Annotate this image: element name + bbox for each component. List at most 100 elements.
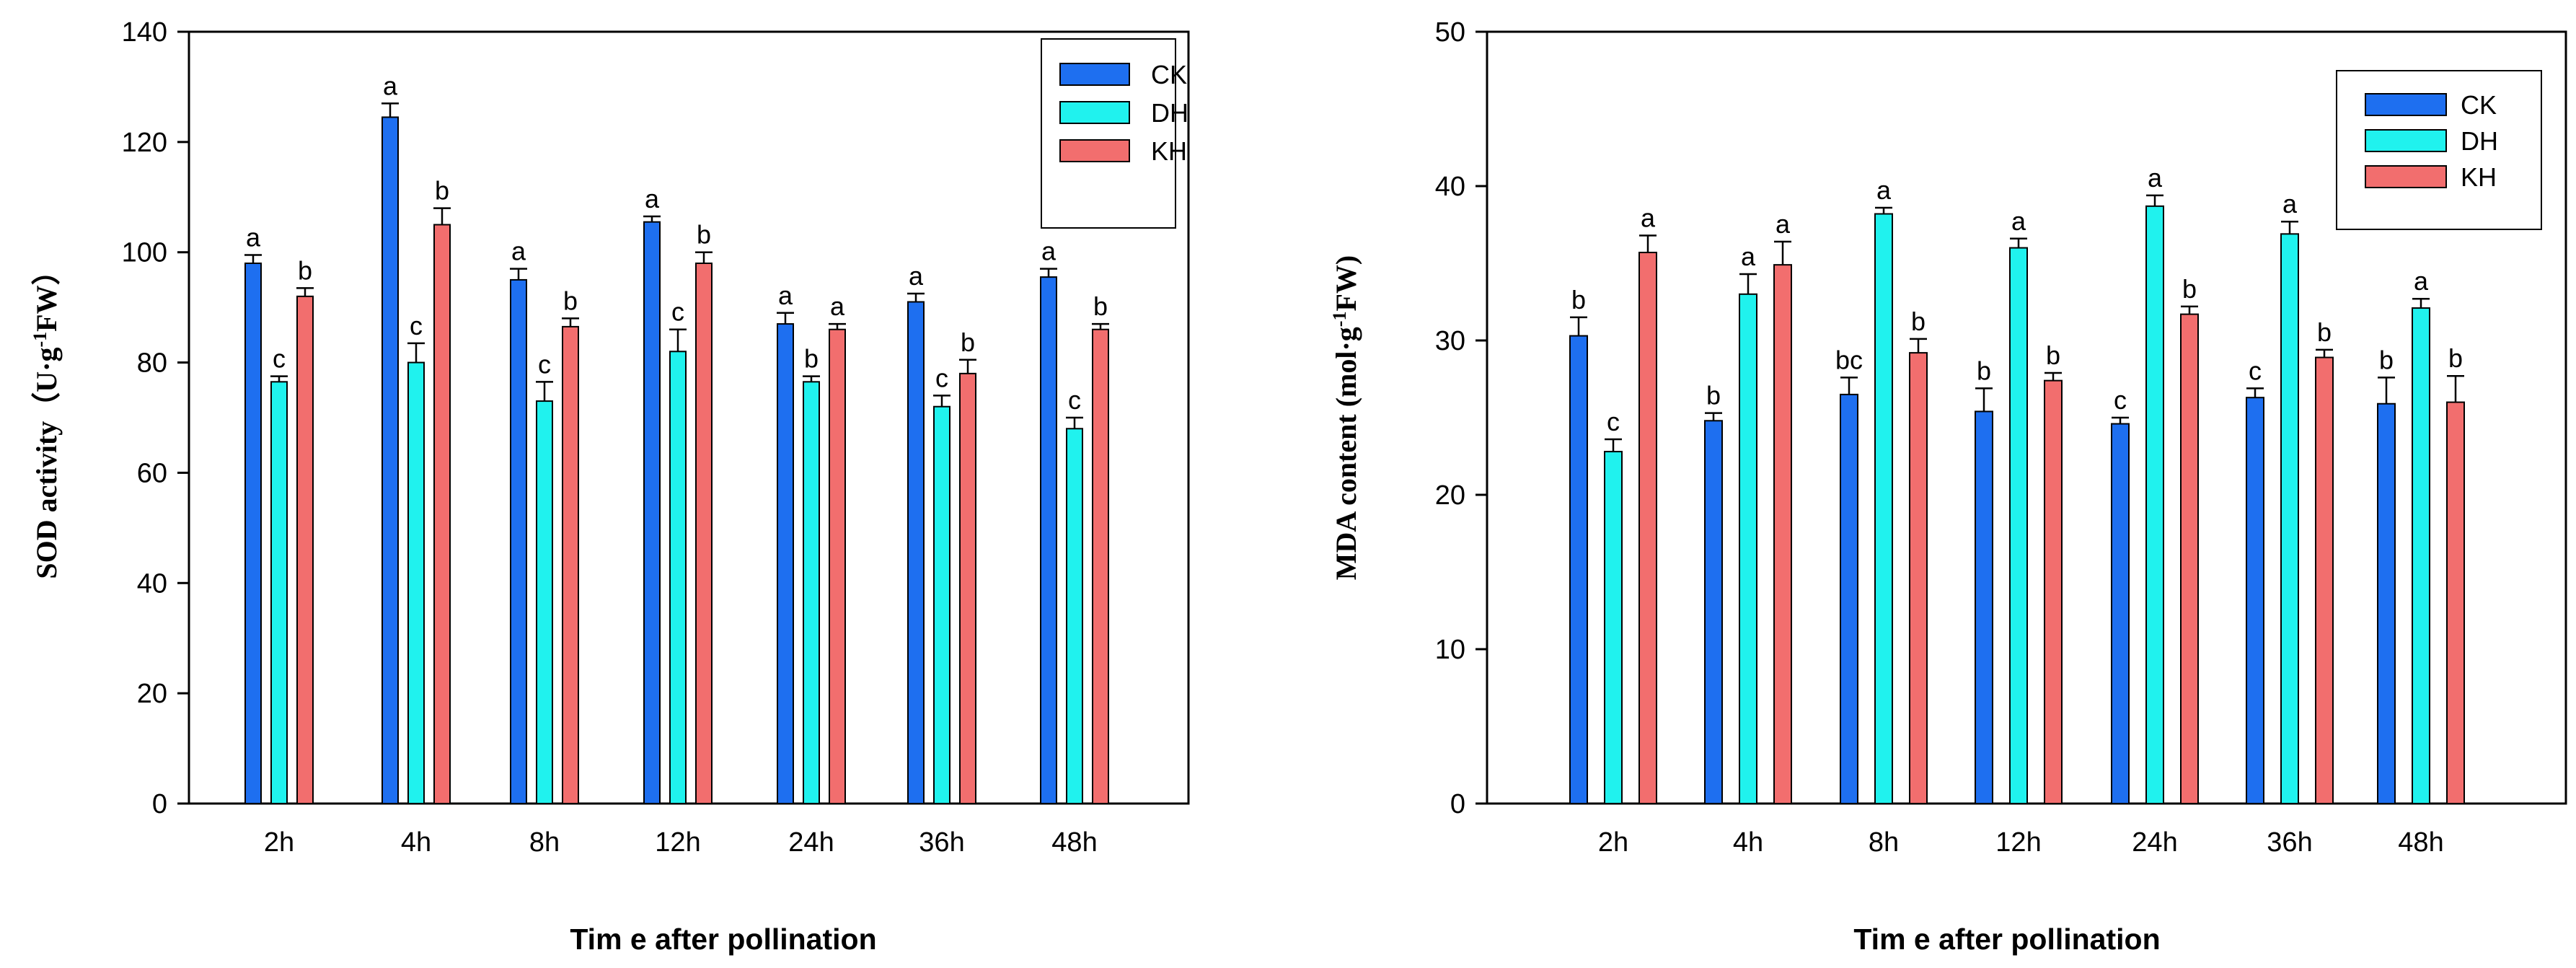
mda-bar-ck (1704, 420, 1723, 804)
sod-legend: CK DH KH (1041, 38, 1188, 229)
sod-plot-frame (188, 30, 1190, 805)
mda-y-tick-label: 30 (1435, 326, 1465, 356)
mda-y-tick-label: 10 (1435, 635, 1465, 665)
mda-significance-letter: b (2317, 317, 2332, 347)
mda-bar-kh (2180, 313, 2199, 804)
sod-y-tick-label: 140 (122, 17, 167, 48)
sod-x-tick-label: 8h (529, 827, 560, 858)
sod-bar-ck (643, 221, 661, 804)
sod-x-tick-label: 36h (919, 827, 964, 858)
mda-x-tick-label: 8h (1869, 827, 1899, 858)
sod-bar-kh (296, 295, 314, 805)
sod-bar-dh (407, 361, 425, 805)
sod-significance-letter: b (804, 344, 819, 374)
mda-significance-letter: bc (1835, 345, 1863, 374)
sod-significance-letter: c (1068, 385, 1081, 415)
sod-bar-kh (829, 328, 846, 804)
mda-significance-letter: a (1876, 175, 1892, 205)
mda-bar-dh (1604, 451, 1623, 805)
mda-significance-letter: b (1571, 285, 1586, 314)
sod-x-tick-label: 12h (655, 827, 700, 858)
sod-legend-swatch-ck (1059, 63, 1130, 86)
mda-bar-kh (1638, 252, 1657, 804)
sod-y-tick-label: 120 (122, 128, 167, 158)
sod-significance-letter: a (1041, 237, 1057, 266)
sod-bar-ck (1040, 276, 1057, 805)
mda-bar-ck (2111, 423, 2130, 804)
mda-bar-ck (2246, 397, 2264, 804)
mda-legend-label: DH (2461, 126, 2498, 156)
mda-significance-letter: b (2046, 340, 2060, 370)
mda-x-tick-label: 12h (1995, 827, 2041, 858)
mda-bar-ck (1840, 393, 1858, 804)
mda-bar-kh (1773, 264, 1792, 804)
sod-y-tick-label: 80 (137, 348, 167, 379)
mda-y-tick-label: 50 (1435, 17, 1465, 48)
sod-bar-kh (433, 224, 451, 804)
sod-significance-letter: b (563, 286, 578, 315)
mda-significance-letter: a (1741, 242, 1756, 271)
mda-x-tick-label: 4h (1733, 827, 1763, 858)
mda-significance-letter: a (2148, 163, 2163, 193)
sod-legend-label: DH (1151, 98, 1188, 128)
sod-y-axis-label: SOD activity（U·g-1FW） (30, 256, 63, 578)
sod-y-tick-label: 40 (137, 568, 167, 599)
sod-x-tick-label: 2h (264, 827, 294, 858)
mda-y-tick-label: 20 (1435, 480, 1465, 511)
sod-x-axis-label: Tim e after pollination (570, 923, 876, 956)
mda-x-axis: 2h 4h 8h 12h 24h 36h 48h (1598, 827, 2444, 858)
sod-x-tick-label: 4h (401, 827, 431, 858)
mda-y-axis-label: MDA content (mol·g-1FW) (1329, 255, 1362, 581)
mda-x-tick-label: 2h (1598, 827, 1628, 858)
mda-bar-ck (1569, 335, 1588, 804)
mda-bar-kh (1909, 352, 1928, 804)
mda-significance-letter: a (2282, 189, 2298, 219)
sod-bar-ck (381, 116, 399, 804)
mda-legend-swatch-kh (2365, 165, 2447, 188)
sod-bar-ck (244, 263, 262, 804)
mda-significance-letter: a (1641, 203, 1656, 232)
sod-legend-swatch-dh (1059, 101, 1130, 124)
sod-y-tick-label: 20 (137, 679, 167, 709)
sod-bar-dh (933, 405, 950, 804)
sod-legend-swatch-kh (1059, 139, 1130, 162)
sod-legend-label: KH (1151, 136, 1187, 166)
sod-significance-letter: c (538, 349, 551, 379)
sod-bar-kh (562, 325, 579, 804)
mda-significance-letter: b (1977, 356, 1991, 385)
sod-significance-letter: a (909, 261, 924, 291)
sod-bar-kh (959, 372, 976, 804)
mda-significance-letter: b (2448, 343, 2463, 373)
sod-bar-ck (907, 301, 925, 804)
sod-legend-label: CK (1151, 60, 1187, 89)
sod-y-tick-label: 100 (122, 238, 167, 268)
mda-bar-kh (2044, 379, 2063, 804)
mda-y-tick-label: 40 (1435, 172, 1465, 202)
mda-x-tick-label: 48h (2398, 827, 2443, 858)
mda-x-tick-label: 36h (2267, 827, 2312, 858)
mda-significance-letter: b (1706, 381, 1721, 410)
mda-y-tick-label: 0 (1450, 789, 1465, 819)
sod-significance-letter: b (961, 327, 975, 357)
mda-bar-ck (1975, 410, 1993, 804)
mda-x-tick-label: 24h (2132, 827, 2177, 858)
sod-significance-letter: c (273, 344, 286, 374)
sod-x-tick-label: 48h (1051, 827, 1097, 858)
mda-legend-label: CK (2461, 90, 2497, 120)
sod-y-tick-label: 60 (137, 458, 167, 488)
mda-bar-kh (2446, 401, 2465, 804)
sod-y-tick-label: 0 (152, 789, 167, 819)
sod-x-tick-label: 24h (788, 827, 834, 858)
sod-significance-letter: b (435, 176, 449, 206)
mda-significance-letter: c (1607, 407, 1620, 436)
mda-y-axis: 0 10 20 30 40 50 (1435, 17, 1487, 819)
mda-legend: CK DH KH (2336, 70, 2542, 230)
mda-bar-dh (2280, 233, 2299, 804)
mda-legend-label: KH (2461, 162, 2497, 192)
sod-bar-dh (1066, 428, 1083, 804)
mda-x-axis-label: Tim e after pollination (1853, 923, 2160, 956)
mda-bar-dh (2145, 205, 2164, 804)
